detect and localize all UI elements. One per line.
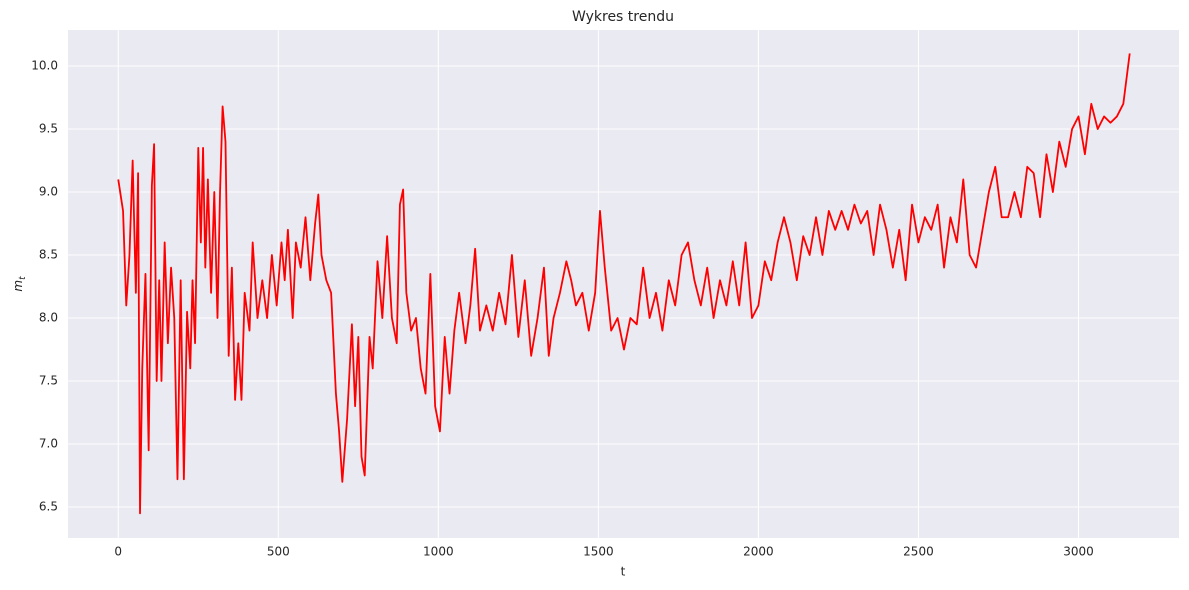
y-axis-label: mt — [11, 276, 28, 292]
y-tick-label: 7.5 — [39, 374, 58, 388]
chart-title: Wykres trendu — [572, 9, 674, 25]
x-tick-label: 2500 — [903, 545, 934, 559]
y-tick-label: 8.5 — [39, 248, 58, 262]
y-tick-label: 8.0 — [39, 311, 58, 325]
y-tick-label: 10.0 — [31, 59, 58, 73]
x-tick-label: 500 — [267, 545, 290, 559]
x-tick-label: 3000 — [1063, 545, 1094, 559]
x-tick-label: 1500 — [583, 545, 614, 559]
plot-area — [68, 30, 1179, 538]
y-tick-label: 9.0 — [39, 185, 58, 199]
x-tick-label: 2000 — [743, 545, 774, 559]
x-tick-label: 0 — [114, 545, 122, 559]
y-tick-label: 9.5 — [39, 122, 58, 136]
y-tick-label: 7.0 — [39, 437, 58, 451]
y-label-sub: t — [18, 276, 28, 280]
y-tick-label: 6.5 — [39, 500, 58, 514]
trend-line — [117, 53, 1131, 515]
x-axis-label: t — [621, 565, 626, 579]
x-tick-label: 1000 — [423, 545, 454, 559]
y-label-base: m — [11, 280, 25, 292]
